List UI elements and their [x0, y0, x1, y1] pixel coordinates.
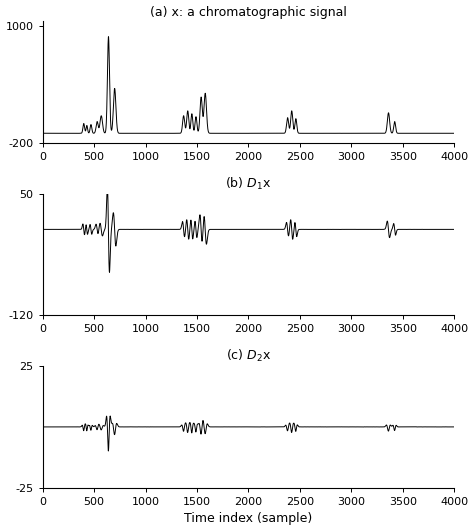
Title: (b) $D_1$x: (b) $D_1$x [226, 176, 272, 192]
Title: (c) $D_2$x: (c) $D_2$x [226, 348, 271, 364]
X-axis label: Time index (sample): Time index (sample) [184, 512, 313, 526]
Title: (a) x: a chromatographic signal: (a) x: a chromatographic signal [150, 5, 347, 19]
